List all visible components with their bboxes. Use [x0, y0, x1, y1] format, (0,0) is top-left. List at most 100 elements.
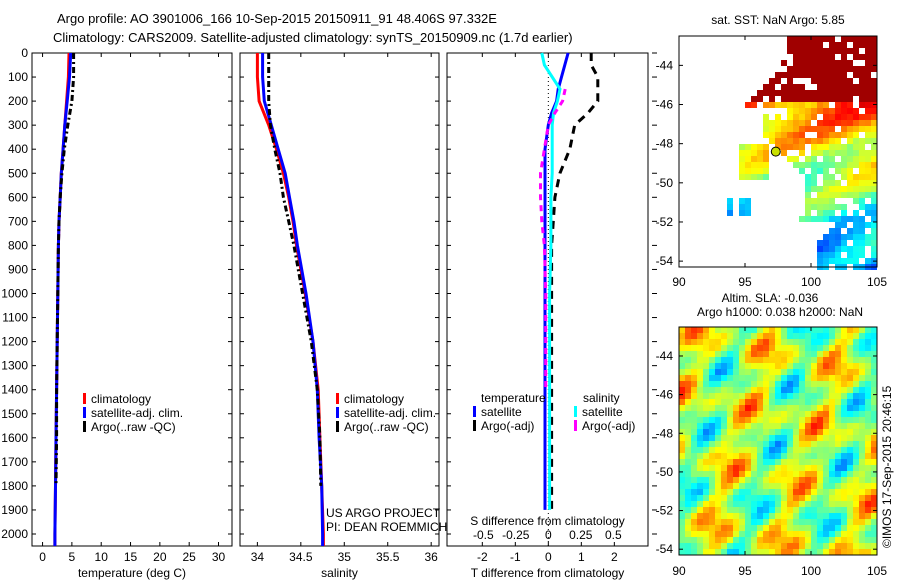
sla-cell: [835, 459, 841, 465]
sla-cell: [865, 459, 871, 465]
sla-cell: [709, 489, 715, 495]
sla-cell: [703, 381, 709, 387]
sla-cell: [715, 513, 721, 519]
sla-cell: [835, 429, 841, 435]
sst-cell: [781, 72, 787, 78]
sla-cell: [793, 441, 799, 447]
x-tick-label: 100: [801, 275, 821, 289]
sst-cell: [865, 138, 871, 144]
y-tick-label: 1700: [1, 455, 28, 469]
sla-cell: [847, 549, 853, 555]
sla-cell: [721, 447, 727, 453]
sla-cell: [799, 363, 805, 369]
sla-cell: [721, 495, 727, 501]
sst-cell: [829, 72, 835, 78]
sla-cell: [685, 549, 691, 555]
sla-cell: [769, 447, 775, 453]
sla-cell: [751, 543, 757, 549]
sst-cell: [817, 66, 823, 72]
sla-cell: [805, 387, 811, 393]
sst-cell: [805, 90, 811, 96]
sst-cell: [865, 42, 871, 48]
sla-cell: [679, 411, 685, 417]
sst-cell: [853, 258, 859, 264]
sla-cell: [763, 465, 769, 471]
sst-cell: [751, 150, 757, 156]
sst-cell: [871, 246, 877, 252]
sla-cell: [865, 465, 871, 471]
sla-cell: [769, 465, 775, 471]
sst-cell: [859, 168, 865, 174]
sla-cell: [793, 453, 799, 459]
sst-cell: [757, 90, 763, 96]
x-tick-label: 34: [251, 550, 265, 564]
sla-cell: [715, 369, 721, 375]
sla-cell: [781, 435, 787, 441]
sla-cell: [829, 489, 835, 495]
sla-cell: [685, 453, 691, 459]
sst-cell: [853, 252, 859, 258]
x-tick-label: 36: [424, 550, 438, 564]
sst-cell: [841, 204, 847, 210]
sla-cell: [775, 441, 781, 447]
sla-cell: [859, 465, 865, 471]
sst-cell: [835, 168, 841, 174]
sst-cell: [829, 48, 835, 54]
sla-cell: [685, 429, 691, 435]
sla-cell: [697, 435, 703, 441]
sla-cell: [769, 501, 775, 507]
sla-cell: [841, 435, 847, 441]
sla-cell: [703, 375, 709, 381]
sla-cell: [739, 399, 745, 405]
sla-cell: [709, 405, 715, 411]
sla-cell: [679, 459, 685, 465]
sla-cell: [871, 543, 877, 549]
sst-cell: [817, 138, 823, 144]
sla-cell: [823, 405, 829, 411]
sla-cell: [787, 543, 793, 549]
sla-cell: [871, 549, 877, 555]
sla-cell: [763, 333, 769, 339]
sla-cell: [727, 543, 733, 549]
sla-cell: [685, 417, 691, 423]
sla-cell: [727, 519, 733, 525]
sla-cell: [739, 477, 745, 483]
sst-cell: [865, 204, 871, 210]
sla-cell: [787, 387, 793, 393]
sla-cell: [829, 519, 835, 525]
sla-cell: [739, 429, 745, 435]
sla-cell: [787, 327, 793, 333]
sla-cell: [739, 543, 745, 549]
sla-cell: [685, 369, 691, 375]
sla-cell: [853, 411, 859, 417]
sla-cell: [679, 447, 685, 453]
sla-cell: [703, 327, 709, 333]
sla-cell: [817, 375, 823, 381]
sla-cell: [763, 411, 769, 417]
sla-cell: [847, 483, 853, 489]
sst-cell: [859, 150, 865, 156]
sst-cell: [871, 162, 877, 168]
sst-cell: [805, 210, 811, 216]
sst-cell: [739, 210, 745, 216]
sst-cell: [793, 96, 799, 102]
sla-cell: [823, 471, 829, 477]
sla-cell: [793, 429, 799, 435]
sla-cell: [745, 537, 751, 543]
sla-cell: [703, 525, 709, 531]
sla-cell: [799, 339, 805, 345]
sla-cell: [745, 525, 751, 531]
sla-cell: [787, 399, 793, 405]
sla-cell: [781, 543, 787, 549]
sla-cell: [757, 477, 763, 483]
sla-cell: [763, 525, 769, 531]
sla-cell: [847, 375, 853, 381]
sla-cell: [715, 399, 721, 405]
sla-cell: [733, 327, 739, 333]
sst-cell: [763, 126, 769, 132]
sla-cell: [817, 525, 823, 531]
sst-cell: [799, 84, 805, 90]
sla-cell: [823, 447, 829, 453]
sst-cell: [853, 240, 859, 246]
sla-cell: [721, 405, 727, 411]
